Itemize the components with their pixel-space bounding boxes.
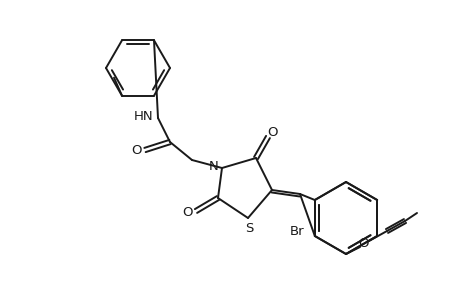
Text: N: N: [209, 160, 218, 173]
Text: HN: HN: [134, 110, 153, 122]
Text: O: O: [131, 145, 142, 158]
Text: O: O: [182, 206, 193, 218]
Text: O: O: [358, 238, 369, 250]
Text: S: S: [244, 223, 252, 236]
Text: Br: Br: [289, 226, 303, 238]
Text: O: O: [267, 125, 278, 139]
